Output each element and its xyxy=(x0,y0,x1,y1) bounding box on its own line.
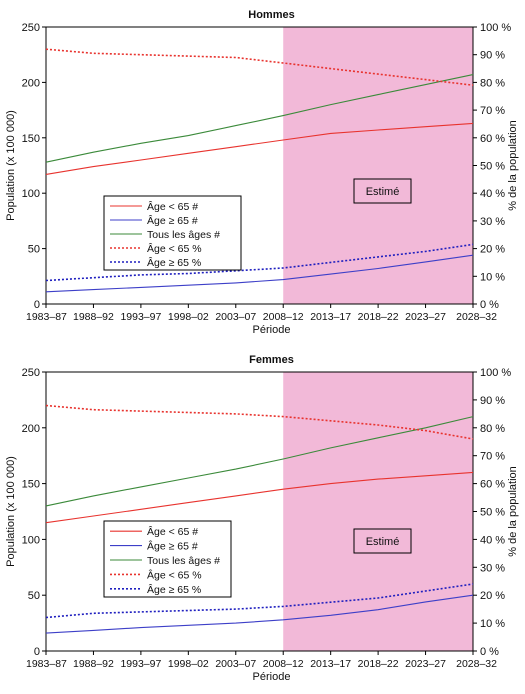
y2-tick-label: 60 % xyxy=(480,133,505,145)
legend-entry: Tous les âges # xyxy=(147,229,220,241)
y2-tick-label: 30 % xyxy=(480,562,505,574)
y2-tick-label: 50 % xyxy=(480,507,505,519)
legend-entry: Âge ≥ 65 % xyxy=(147,256,201,269)
x-tick-label: 1993–97 xyxy=(120,658,161,670)
y2-axis-label: % de la population xyxy=(507,120,519,211)
y2-axis-label: % de la population xyxy=(507,466,519,557)
x-tick-label: 1988–92 xyxy=(73,311,114,323)
y2-tick-label: 0 % xyxy=(480,299,499,311)
y-tick-label: 50 xyxy=(28,590,40,602)
x-tick-label: 1983–87 xyxy=(26,658,67,670)
x-tick-label: 1983–87 xyxy=(26,311,67,323)
y-axis-label: Population (x 100 000) xyxy=(5,110,17,221)
x-axis-label: Période xyxy=(253,671,291,683)
x-tick-label: 1998–02 xyxy=(168,658,209,670)
x-tick-label: 2003–07 xyxy=(215,658,256,670)
y2-tick-label: 10 % xyxy=(480,271,505,283)
legend-entry: Tous les âges # xyxy=(147,555,220,567)
estimated-region xyxy=(283,27,473,304)
y2-tick-label: 20 % xyxy=(480,244,505,256)
legend-entry: Âge < 65 % xyxy=(147,568,202,581)
y2-tick-label: 60 % xyxy=(480,479,505,491)
y2-tick-label: 10 % xyxy=(480,618,505,630)
y-tick-label: 0 xyxy=(34,299,40,311)
y-tick-label: 200 xyxy=(22,77,40,89)
chart-panel-1: Hommes 0 50 100 150 200 250 0 % 10 % 20 % 30 % 40 %… xyxy=(5,9,519,336)
x-tick-label: 2028–32 xyxy=(456,311,497,323)
x-axis-label: Période xyxy=(253,324,291,336)
legend-entry: Âge ≥ 65 # xyxy=(147,214,198,227)
x-tick-label: 2013–17 xyxy=(310,658,351,670)
legend-entry: Âge < 65 # xyxy=(147,200,198,213)
y2-tick-label: 90 % xyxy=(480,50,505,62)
y2-tick-label: 0 % xyxy=(480,646,499,658)
legend-entry: Âge ≥ 65 % xyxy=(147,583,201,596)
chart-title: Femmes xyxy=(249,354,294,366)
x-tick-label: 2013–17 xyxy=(310,311,351,323)
estimated-label: Estimé xyxy=(366,536,400,548)
y-tick-label: 250 xyxy=(22,22,40,34)
y2-tick-label: 90 % xyxy=(480,395,505,407)
x-tick-label: 2008–12 xyxy=(263,311,304,323)
chart-title: Hommes xyxy=(248,9,294,21)
y2-tick-label: 100 % xyxy=(480,367,511,379)
y2-tick-label: 80 % xyxy=(480,77,505,89)
x-tick-label: 1993–97 xyxy=(120,311,161,323)
x-tick-label: 2028–32 xyxy=(456,658,497,670)
x-tick-label: 2003–07 xyxy=(215,311,256,323)
y-tick-label: 250 xyxy=(22,367,40,379)
y2-tick-label: 50 % xyxy=(480,161,505,173)
y-tick-label: 100 xyxy=(22,534,40,546)
y2-tick-label: 100 % xyxy=(480,22,511,34)
y-tick-label: 0 xyxy=(34,646,40,658)
x-tick-label: 2008–12 xyxy=(263,658,304,670)
y2-tick-label: 30 % xyxy=(480,216,505,228)
y2-tick-label: 40 % xyxy=(480,188,505,200)
y2-tick-label: 80 % xyxy=(480,423,505,435)
y-tick-label: 200 xyxy=(22,423,40,435)
x-tick-label: 2018–22 xyxy=(358,311,399,323)
estimated-label: Estimé xyxy=(366,186,400,198)
x-tick-label: 1998–02 xyxy=(168,311,209,323)
x-tick-label: 2023–27 xyxy=(405,658,446,670)
y2-tick-label: 70 % xyxy=(480,105,505,117)
legend-entry: Âge < 65 # xyxy=(147,525,198,538)
y2-tick-label: 40 % xyxy=(480,534,505,546)
x-tick-label: 2023–27 xyxy=(405,311,446,323)
y2-tick-label: 20 % xyxy=(480,590,505,602)
y-tick-label: 100 xyxy=(22,188,40,200)
x-tick-label: 1988–92 xyxy=(73,658,114,670)
y-tick-label: 150 xyxy=(22,133,40,145)
y-tick-label: 150 xyxy=(22,479,40,491)
y-axis-label: Population (x 100 000) xyxy=(5,456,17,567)
legend-entry: Âge ≥ 65 # xyxy=(147,540,198,553)
y-tick-label: 50 xyxy=(28,244,40,256)
x-tick-label: 2018–22 xyxy=(358,658,399,670)
legend-entry: Âge < 65 % xyxy=(147,242,202,255)
chart-panel-2: Femmes 0 50 100 150 200 250 0 % 10 % 20 % 30 % 40 %… xyxy=(5,354,519,683)
y2-tick-label: 70 % xyxy=(480,451,505,463)
